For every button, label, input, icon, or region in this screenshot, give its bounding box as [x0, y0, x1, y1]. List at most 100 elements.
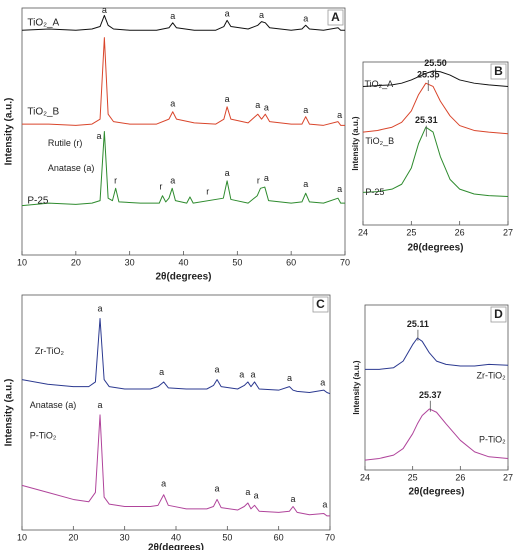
peak-label: a	[259, 10, 264, 20]
x-tick-label: 27	[503, 472, 513, 482]
x-tick-label: 24	[358, 227, 368, 237]
x-tick-label: 50	[222, 532, 232, 542]
x-tick-label: 70	[340, 257, 350, 267]
peak-label: a	[102, 5, 107, 15]
sample-label: P-25	[27, 195, 49, 206]
x-tick-label: 30	[125, 257, 135, 267]
panel-letter: A	[331, 10, 340, 24]
peak-label: a	[322, 500, 327, 510]
plot-frame	[21, 294, 331, 531]
x-tick-label: 25	[406, 227, 416, 237]
peak-label: r	[114, 175, 117, 185]
x-tick-label: 70	[325, 532, 335, 542]
peak-label: a	[254, 490, 259, 500]
sample-label: Zr-TiO₂	[476, 370, 506, 380]
xrd-curve	[362, 82, 509, 135]
xrd-curve	[21, 131, 345, 207]
panel-letter: D	[494, 307, 503, 321]
x-tick-label: 60	[286, 257, 296, 267]
peak-label: 25.11	[407, 319, 429, 329]
peak-label: r	[257, 175, 260, 185]
peak-label: a	[245, 487, 250, 497]
peak-label: a	[161, 479, 166, 489]
x-tick-label: 40	[171, 532, 181, 542]
peak-label: 25.50	[424, 58, 447, 68]
peak-label: r	[159, 181, 162, 191]
peak-label: a	[287, 373, 292, 383]
peak-label: a	[225, 9, 230, 19]
panel-letter-box	[327, 9, 344, 26]
x-axis-label: 2θ(degrees)	[409, 487, 465, 498]
peak-label: a	[337, 110, 342, 120]
peak-label: 25.37	[419, 390, 442, 400]
xrd-curve	[21, 318, 331, 395]
peak-label: a	[170, 99, 175, 109]
x-tick-label: 26	[455, 472, 465, 482]
peak-label: a	[98, 400, 103, 410]
panel-letter: B	[494, 64, 503, 78]
xrd-curve	[362, 126, 509, 197]
sample-label: P-TiO₂	[30, 430, 57, 440]
peak-label: a	[215, 483, 220, 493]
xrd-curve	[22, 37, 345, 126]
sample-label: P-TiO₂	[479, 435, 506, 445]
x-tick-label: 26	[455, 227, 465, 237]
x-tick-label: 60	[274, 532, 284, 542]
peak-label: a	[264, 173, 269, 183]
peak-label: a	[96, 131, 101, 141]
plot-frame	[21, 7, 346, 256]
x-tick-label: 50	[232, 257, 242, 267]
peak-label: a	[159, 367, 164, 377]
panel-letter: C	[316, 297, 325, 311]
sample-label: P-25	[365, 187, 384, 197]
x-tick-label: 40	[178, 257, 188, 267]
peak-label: a	[337, 184, 342, 194]
peak-label: 25.31	[415, 115, 438, 125]
peak-label: Anatase (a)	[48, 163, 95, 173]
plot-frame	[364, 304, 509, 471]
xrd-curve	[21, 14, 345, 31]
sample-label: TiO₂_B	[27, 106, 59, 117]
peak-label: a	[320, 378, 325, 388]
x-axis-label: 2θ(degrees)	[408, 243, 464, 254]
x-tick-label: 10	[17, 532, 27, 542]
x-tick-label: 30	[120, 532, 130, 542]
sample-label: TiO₂_A	[364, 79, 393, 89]
xrd-curve	[364, 408, 509, 461]
peak-label: a	[291, 494, 296, 504]
x-tick-label: 20	[68, 532, 78, 542]
sample-label: Zr-TiO₂	[35, 346, 65, 356]
x-axis-label: 2θ(degrees)	[148, 543, 204, 550]
sample-label: TiO₂_A	[27, 17, 59, 28]
peak-label: a	[255, 100, 260, 110]
peak-label: a	[303, 13, 308, 23]
peak-label: Rutile (r)	[48, 138, 83, 148]
peak-label: a	[250, 369, 255, 379]
peak-label: a	[225, 94, 230, 104]
xrd-curve	[21, 414, 330, 517]
x-tick-label: 25	[408, 472, 418, 482]
panel-letter-box	[490, 63, 507, 80]
peak-label: Anatase (a)	[30, 400, 77, 410]
x-tick-label: 20	[71, 257, 81, 267]
peak-label: r	[206, 186, 209, 196]
y-axis-label: Intensity (a.u.)	[4, 98, 15, 166]
peak-label: a	[98, 303, 103, 313]
y-axis-label: Intensity (a.u.)	[352, 360, 361, 415]
x-tick-label: 10	[17, 257, 27, 267]
peak-label: a	[170, 11, 175, 21]
y-axis-label: Intensity (a.u.)	[351, 116, 360, 171]
x-tick-label: 27	[503, 227, 513, 237]
x-tick-label: 24	[360, 472, 370, 482]
peak-label: a	[264, 102, 269, 112]
panel-letter-box	[490, 306, 507, 323]
sample-label: TiO₂_B	[365, 136, 394, 146]
x-axis-label: 2θ(degrees)	[156, 272, 212, 283]
peak-label: a	[303, 105, 308, 115]
plot-frame	[362, 61, 509, 226]
peak-label: a	[303, 179, 308, 189]
peak-label: a	[215, 365, 220, 375]
y-axis-label: Intensity (a.u.)	[4, 379, 15, 447]
peak-label: 25.35	[417, 69, 440, 79]
